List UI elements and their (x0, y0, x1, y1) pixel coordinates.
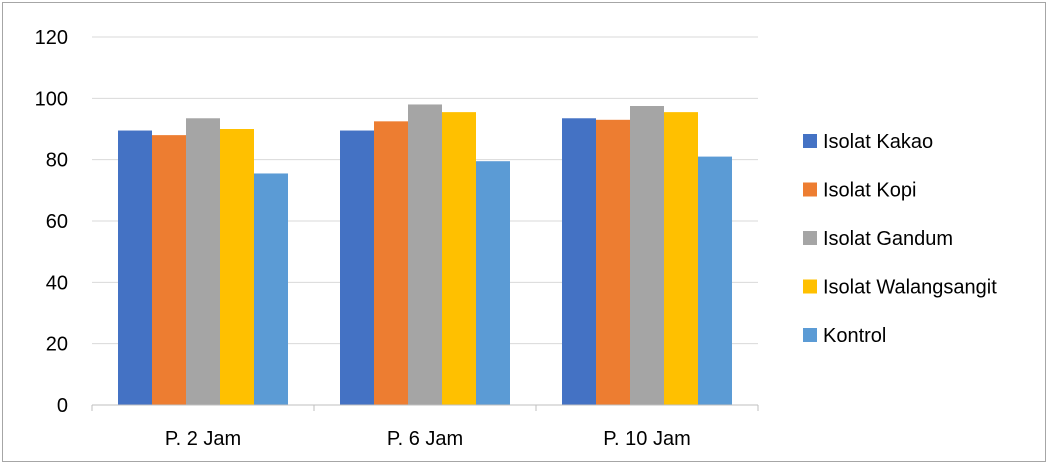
bar-isolat-gandum (630, 106, 664, 405)
bar-isolat-kakao (118, 130, 152, 406)
bar-isolat-gandum (186, 118, 220, 406)
y-tick-label: 60 (46, 211, 68, 233)
bar-isolat-kakao (340, 130, 374, 406)
legend-label: Isolat Kopi (823, 180, 916, 202)
axes: 0 20 40 60 80 100 120 P. 2 Jam P. 6 Jam P. 10 Jam (35, 27, 759, 450)
bar-kontrol (254, 173, 288, 405)
y-tick-label: 40 (46, 272, 68, 294)
legend-label: Isolat Walangsangit (823, 277, 997, 299)
legend-swatch (803, 279, 817, 294)
y-tick-label: 20 (46, 334, 68, 356)
legend-swatch (803, 134, 817, 148)
y-tick-label: 120 (35, 27, 68, 49)
bar-isolat-kopi (596, 119, 630, 406)
legend-swatch (803, 231, 817, 245)
legend-label: Isolat Gandum (823, 228, 953, 250)
y-tick-label: 80 (46, 150, 68, 172)
bar-isolat-walangsangit (664, 112, 698, 405)
x-tick-label: P. 2 Jam (165, 428, 241, 450)
legend: Isolat Kakao Isolat Kopi Isolat Gandum Isol… (803, 131, 997, 347)
bar-isolat-kakao (562, 118, 596, 406)
y-tick-label: 100 (35, 88, 68, 110)
bar-kontrol (698, 156, 732, 405)
bar-isolat-gandum (408, 104, 442, 405)
bar-isolat-kopi (152, 135, 186, 405)
legend-label: Isolat Kakao (823, 131, 933, 153)
x-tick-label: P. 6 Jam (387, 428, 463, 450)
bar-isolat-kopi (374, 121, 408, 405)
bar-kontrol (476, 161, 510, 405)
bar-isolat-walangsangit (220, 129, 254, 405)
legend-label: Kontrol (823, 325, 886, 347)
x-tick-label: P. 10 Jam (603, 428, 690, 450)
y-tick-label: 0 (57, 395, 68, 417)
bars (118, 104, 732, 406)
bar-isolat-walangsangit (442, 112, 476, 405)
legend-swatch (803, 182, 817, 197)
legend-swatch (803, 328, 817, 342)
